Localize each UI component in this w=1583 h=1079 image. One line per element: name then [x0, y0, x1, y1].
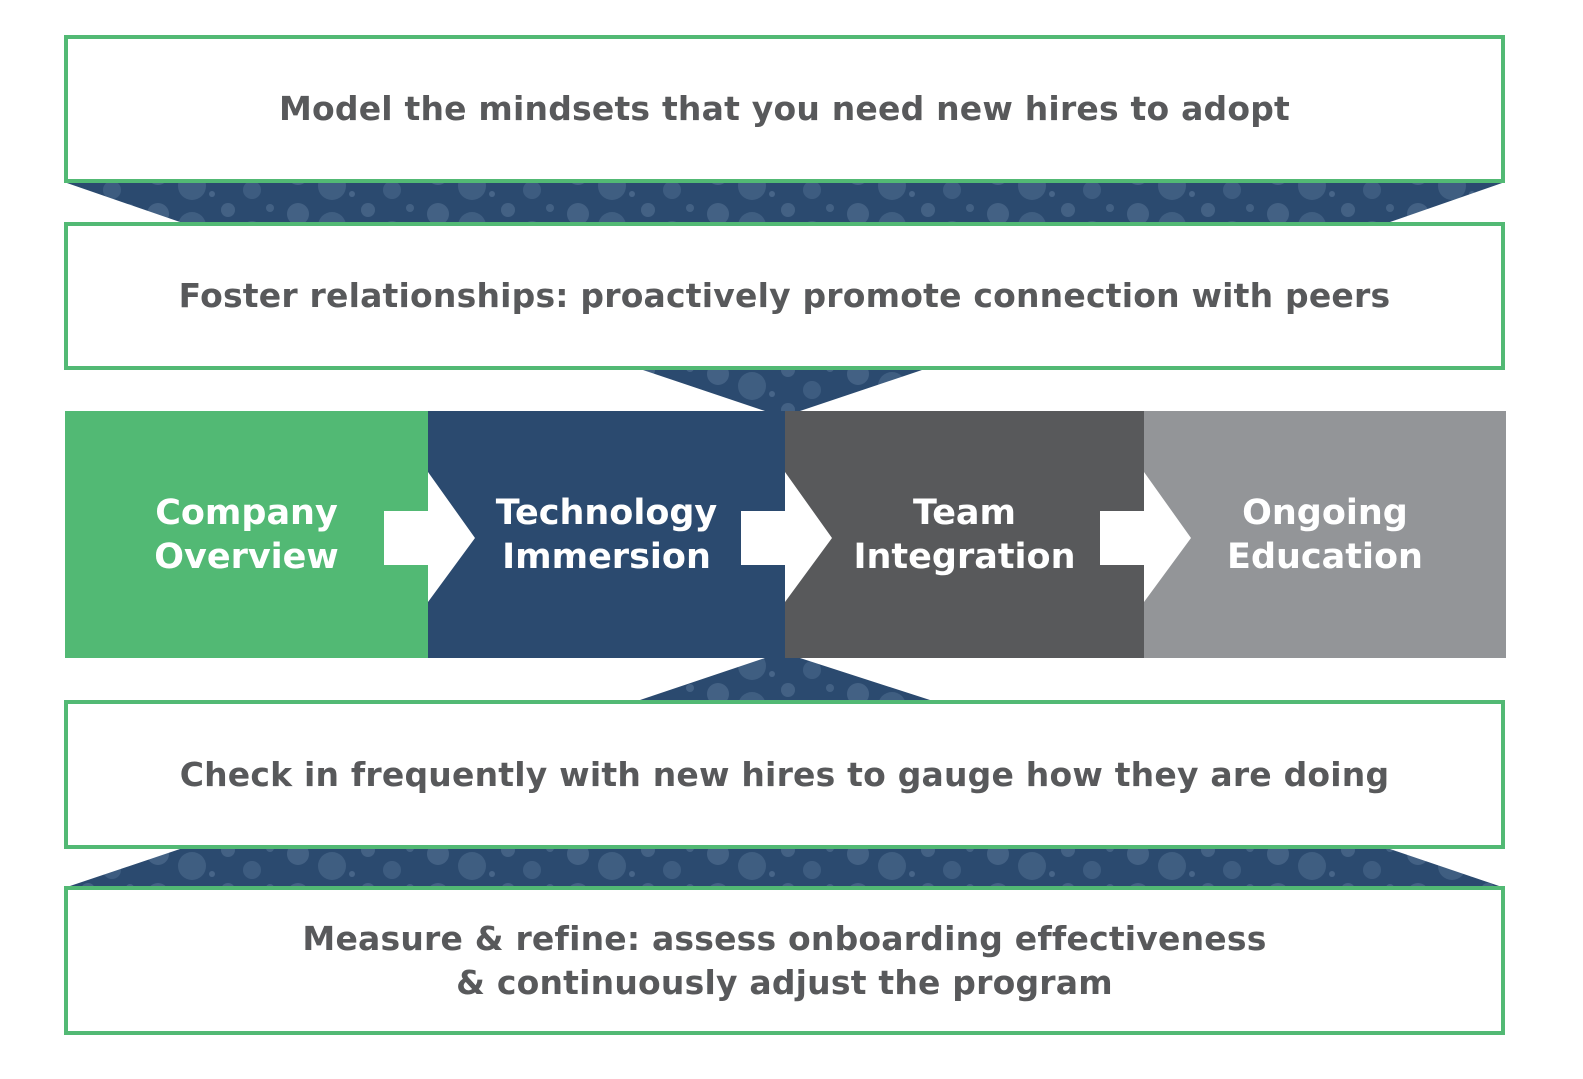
arrow-right-icon [741, 472, 832, 602]
stage-ongoing-education: Ongoing Education [1144, 411, 1506, 658]
check-in-box: Check in frequently with new hires to ga… [64, 700, 1505, 849]
connector-lower-mid [640, 658, 930, 700]
arrow-right-icon [1100, 472, 1191, 602]
check-in-text: Check in frequently with new hires to ga… [179, 754, 1390, 794]
stage-company-overview: Company Overview [65, 411, 428, 658]
measure-refine-text: Measure & refine: assess onboarding effe… [302, 918, 1267, 1002]
arrow-right-icon [384, 472, 475, 602]
stage-label: Ongoing Education [1227, 492, 1423, 577]
stage-label: Technology Immersion [495, 492, 718, 577]
mindsets-text: Model the mindsets that you need new hir… [278, 89, 1291, 128]
mindsets-box: Model the mindsets that you need new hir… [64, 35, 1505, 183]
stage-label: Team Integration [853, 492, 1076, 577]
relationships-box: Foster relationships: proactively promot… [64, 222, 1505, 370]
connector-bottom [64, 849, 1505, 888]
stage-technology-immersion: Technology Immersion [428, 411, 785, 658]
stage-label: Company Overview [154, 492, 339, 577]
relationships-text: Foster relationships: proactively promot… [178, 276, 1391, 315]
connector-top [64, 182, 1505, 222]
connector-upper-mid [640, 369, 925, 411]
measure-refine-box: Measure & refine: assess onboarding effe… [64, 886, 1505, 1035]
stage-team-integration: Team Integration [785, 411, 1144, 658]
